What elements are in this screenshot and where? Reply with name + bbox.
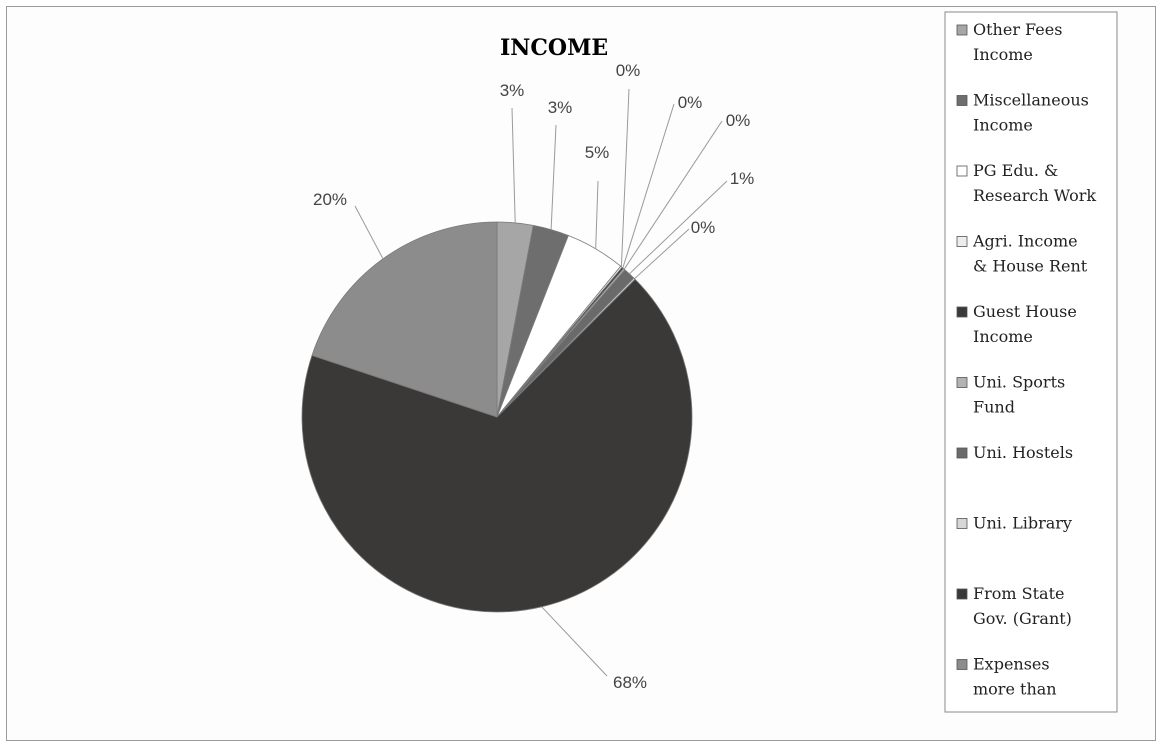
data-label-6: 1% [730, 169, 755, 188]
legend-label-4-line-0: Guest House [973, 302, 1077, 321]
legend-label-5-line-0: Uni. Sports [973, 373, 1065, 392]
legend-swatch-9 [956, 659, 968, 670]
legend-label-2-line-1: Research Work [973, 186, 1096, 205]
legend-label-0-line-1: Income [973, 45, 1033, 64]
data-label-0: 3% [500, 81, 525, 100]
leader-line-0 [511, 107, 516, 223]
data-label-5: 0% [726, 111, 751, 130]
legend-label-1-line-1: Income [973, 116, 1033, 135]
pie-slices [301, 221, 693, 613]
legend-swatch-3 [956, 236, 968, 247]
legend-entry-0: Other Fees Income [956, 20, 1062, 64]
legend-label-3-line-1: & House Rent [973, 257, 1088, 276]
legend-entry-4: Guest House Income [956, 302, 1077, 346]
legend-label-2-line-0: PG Edu. & [973, 161, 1058, 180]
legend-label-5-line-1: Fund [973, 398, 1015, 417]
legend-label-6-line-0: Uni. Hostels [973, 443, 1073, 462]
leader-line-6 [629, 180, 728, 275]
legend-entry-9: Expenses more than [956, 655, 1057, 699]
data-label-1: 3% [548, 98, 573, 117]
legend-swatch-7 [956, 518, 968, 529]
data-label-4: 0% [678, 93, 703, 112]
data-label-7: 0% [691, 218, 716, 237]
legend-label-3-line-0: Agri. Income [972, 232, 1078, 251]
legend-label-4-line-1: Income [973, 327, 1033, 346]
pie-slice-9 [311, 221, 498, 418]
legend-label-8-line-1: Gov. (Grant) [973, 609, 1072, 628]
leader-line-5 [623, 120, 723, 270]
legend-swatch-2 [956, 165, 968, 177]
legend-label-1-line-0: Miscellaneous [973, 91, 1089, 110]
legend-entry-8: From State Gov. (Grant) [956, 584, 1072, 628]
legend-box [944, 11, 1118, 713]
data-label-3: 0% [616, 61, 641, 80]
data-label-8: 68% [613, 673, 647, 692]
legend-label-7-line-0: Uni. Library [973, 514, 1072, 533]
leader-line-3 [620, 88, 630, 267]
legend-label-9-line-1: more than [973, 680, 1057, 699]
legend-swatch-8 [956, 588, 968, 600]
legend-entry-3: Agri. Income & House Rent [956, 232, 1088, 276]
legend-label-8-line-0: From State [973, 584, 1064, 603]
data-label-2: 5% [585, 143, 610, 162]
legend: Other Fees Income Miscellaneous Income PG Ed… [956, 20, 1096, 699]
pie-slice-8 [301, 278, 693, 613]
legend-swatch-5 [956, 377, 968, 388]
legend-entry-2: PG Edu. & Research Work [956, 161, 1096, 205]
legend-label-9-line-0: Expenses [973, 655, 1050, 674]
legend-swatch-1 [956, 95, 968, 106]
legend-entry-7: Uni. Library [956, 514, 1072, 533]
legend-swatch-4 [956, 306, 968, 318]
leader-line-8 [541, 606, 608, 677]
leader-line-9 [354, 205, 384, 260]
data-label-9: 20% [313, 190, 347, 209]
legend-label-0-line-0: Other Fees [973, 20, 1062, 39]
legend-swatch-6 [956, 447, 968, 459]
legend-entry-5: Uni. Sports Fund [956, 373, 1065, 417]
leader-lines [354, 88, 728, 677]
leader-line-7 [634, 228, 690, 280]
legend-swatch-0 [956, 24, 968, 36]
legend-entry-6: Uni. Hostels [956, 443, 1073, 462]
leader-line-2 [595, 180, 599, 249]
leader-line-4 [622, 103, 675, 269]
leader-line-1 [550, 124, 557, 230]
chart-title: INCOME [500, 35, 608, 61]
legend-entry-1: Miscellaneous Income [956, 91, 1089, 135]
data-labels: 3% 3% 5% 0% 0% 0% 1% 0% 68% 20% [313, 61, 754, 692]
